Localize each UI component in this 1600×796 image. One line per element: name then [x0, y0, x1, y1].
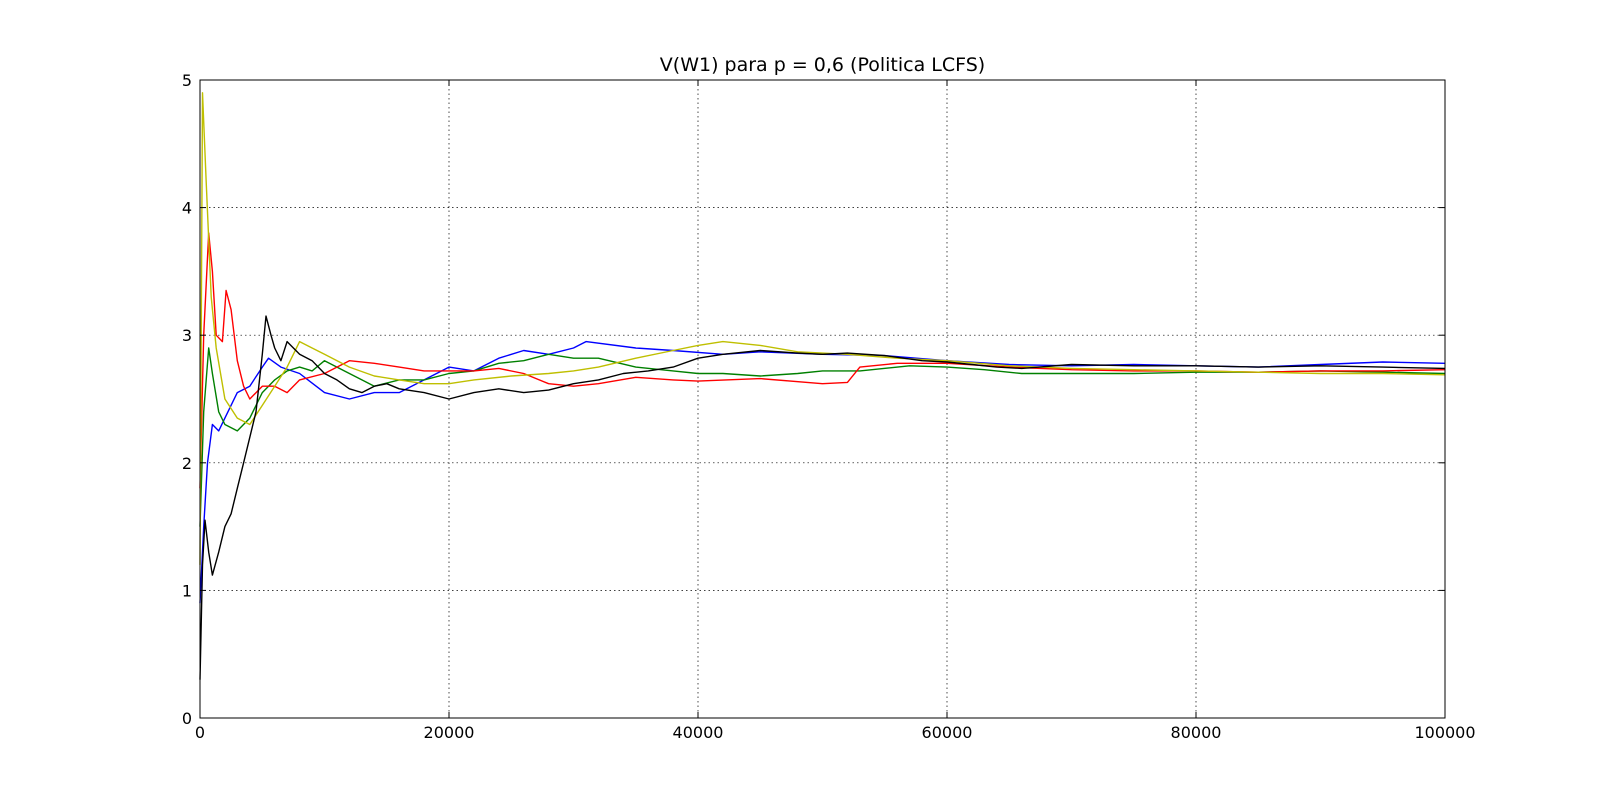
- series-group: [199, 92, 1446, 680]
- y-tick-label: 4: [182, 199, 192, 218]
- x-tick-label: 0: [195, 723, 205, 742]
- grid: [200, 80, 1445, 718]
- plot-area: [199, 79, 1446, 719]
- y-tick-label: 2: [182, 454, 192, 473]
- series-line-4: [199, 92, 1446, 565]
- x-tick-label: 20000: [424, 723, 475, 742]
- y-tick-label: 5: [182, 71, 192, 90]
- series-line-1: [199, 340, 1446, 604]
- x-tick-label: 40000: [673, 723, 724, 742]
- series-line-2: [199, 347, 1446, 527]
- y-tick-label: 1: [182, 581, 192, 600]
- series-line-5: [199, 315, 1446, 680]
- chart-title: V(W1) para p = 0,6 (Politica LCFS): [660, 54, 985, 76]
- y-tick-label: 0: [182, 709, 192, 728]
- x-tick-label: 100000: [1414, 723, 1475, 742]
- y-tick-label: 3: [182, 326, 192, 345]
- x-tick-label: 80000: [1171, 723, 1222, 742]
- series-line-3: [199, 232, 1446, 489]
- axes: 0 20000 40000 60000 80000 100000 0 1 2 3 4 5: [182, 71, 1476, 742]
- x-tick-label: 60000: [922, 723, 973, 742]
